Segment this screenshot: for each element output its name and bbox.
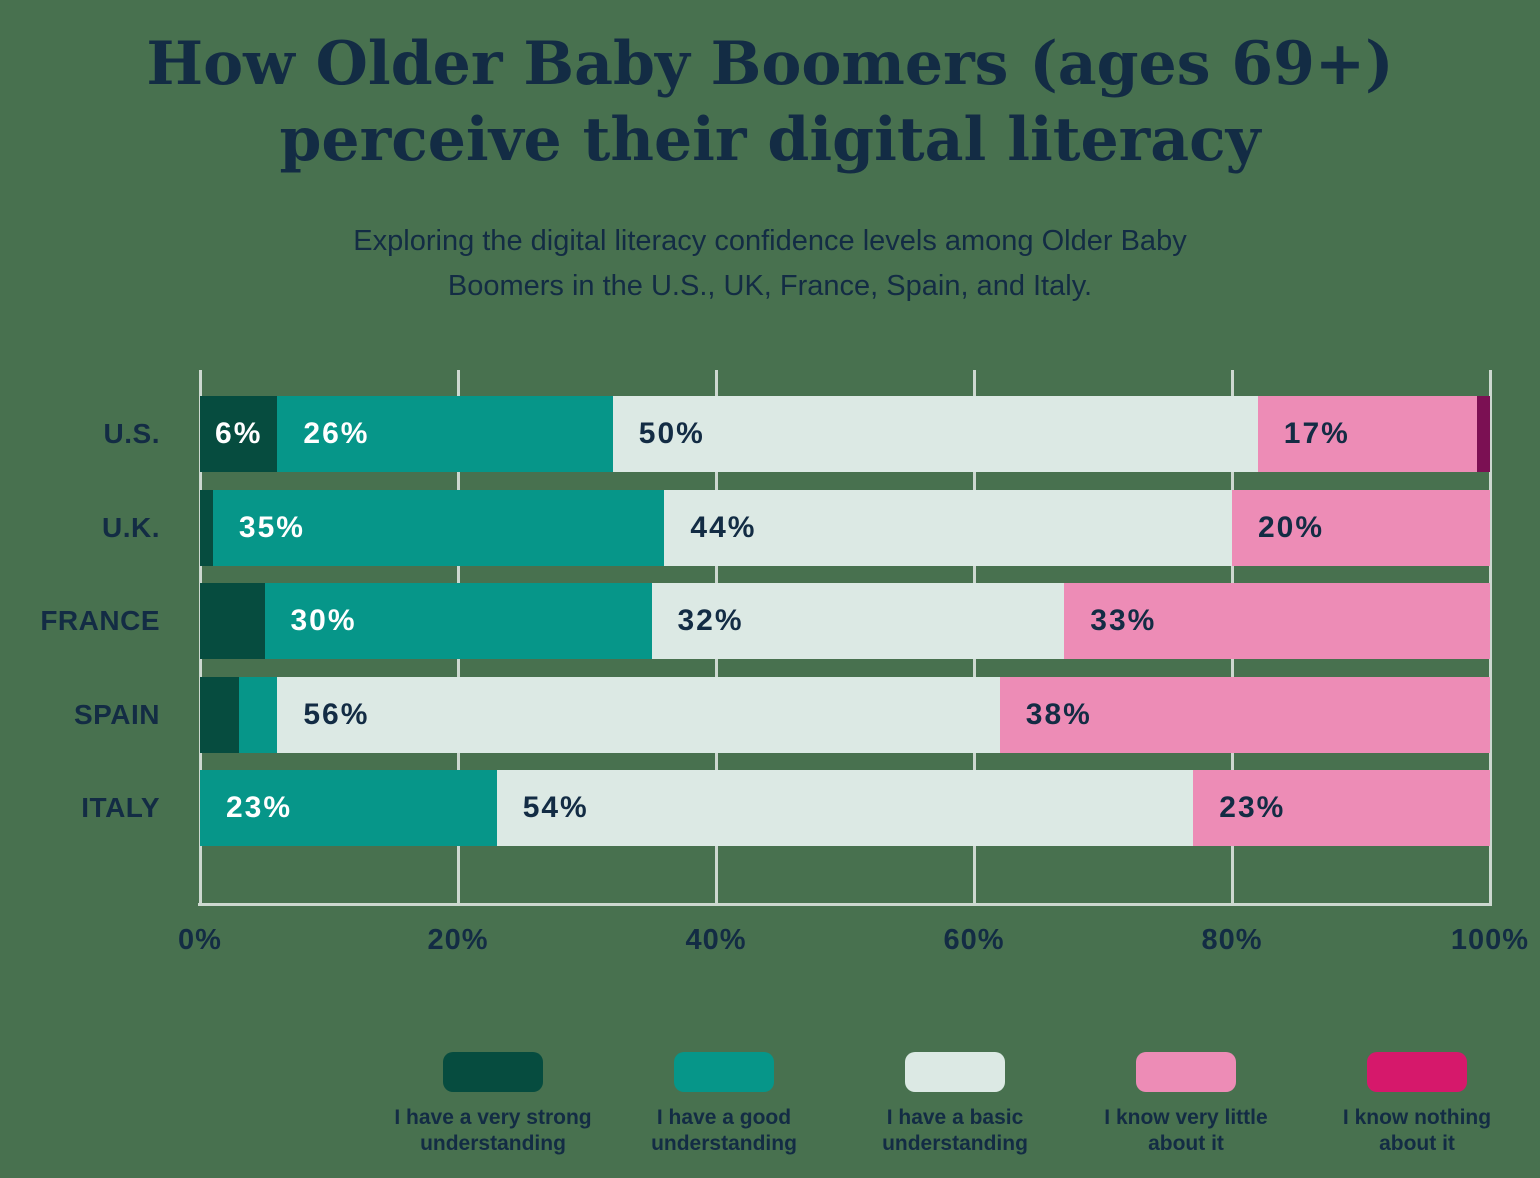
- x-tick-label: 100%: [1450, 924, 1530, 956]
- bar-row-us: U.S. 6% 26% 50% 17%: [104, 396, 1490, 472]
- legend-label-line: I have a basic: [886, 1106, 1024, 1129]
- legend-label: I have a good understanding: [614, 1105, 834, 1157]
- x-axis-line: [198, 903, 1492, 906]
- legend-label-line: I have a good: [656, 1106, 792, 1129]
- segment-value-label: 30%: [290, 604, 357, 637]
- segment-value-label: 20%: [1257, 510, 1325, 544]
- bar-segment: 50%: [612, 396, 1258, 472]
- segment-value-label: 23%: [226, 791, 293, 824]
- category-label: FRANCE: [40, 605, 160, 636]
- chart-title-line2: perceive their digital literacy: [279, 105, 1261, 175]
- segment-value-label: 26%: [303, 417, 370, 450]
- stacked-bar: 56% 38%: [200, 676, 1490, 753]
- legend-label-line: understanding: [882, 1132, 1028, 1155]
- bar-segment: 35%: [212, 489, 665, 566]
- legend-item: I have a basic understanding: [845, 1052, 1065, 1157]
- bar-segment: 17%: [1257, 396, 1478, 472]
- category-label: U.K.: [102, 511, 160, 543]
- segment-value-label: 23%: [1219, 791, 1286, 824]
- bar-segment: [200, 676, 239, 753]
- segment-value-label: 50%: [638, 417, 705, 450]
- legend-label: I have a very strong understanding: [383, 1105, 603, 1157]
- bar-segment: 44%: [664, 489, 1232, 566]
- bar-segment: 32%: [651, 583, 1065, 659]
- segment-value-label: 6%: [215, 417, 263, 450]
- stacked-bar: 30% 32% 33%: [200, 583, 1490, 659]
- x-tick-label: 40%: [685, 924, 747, 956]
- segment-value-label: 35%: [238, 510, 305, 544]
- legend-swatch-icon: [674, 1052, 774, 1092]
- legend-label-line: understanding: [651, 1132, 797, 1155]
- stacked-bar: 35% 44% 20%: [200, 489, 1490, 566]
- legend-item: I have a very strong understanding: [383, 1052, 603, 1157]
- legend-label-line: I know nothing: [1342, 1106, 1492, 1129]
- chart-subtitle-line2: Boomers in the U.S., UK, France, Spain, …: [447, 270, 1093, 302]
- bar-segment: 30%: [264, 583, 652, 659]
- segment-value-label: 17%: [1283, 417, 1350, 450]
- bar-segment: 33%: [1064, 583, 1490, 659]
- legend-label-line: about it: [1379, 1132, 1455, 1155]
- bar-segment: [1477, 396, 1490, 472]
- legend-label-line: about it: [1148, 1132, 1224, 1155]
- bar-segment: [200, 583, 265, 659]
- x-tick-label: 0%: [178, 924, 222, 956]
- category-label: U.S.: [103, 418, 160, 449]
- bar-row-italy: ITALY 23% 54% 23%: [81, 770, 1490, 846]
- stacked-bar: 23% 54% 23%: [200, 770, 1490, 846]
- bar-segment: 54%: [496, 770, 1194, 846]
- segment-value-label: 33%: [1090, 604, 1157, 637]
- segment-value-label: 56%: [303, 697, 370, 731]
- plot-area: U.S. 6% 26% 50% 17% U.K. 35% 44% 20% FRANCE 30% 32%…: [40, 370, 1492, 906]
- category-label: ITALY: [81, 792, 160, 823]
- bar-row-spain: SPAIN 56% 38%: [74, 676, 1490, 753]
- segment-value-label: 32%: [677, 604, 744, 637]
- bar-segment: 6%: [200, 396, 278, 472]
- segment-value-label: 54%: [522, 791, 589, 824]
- category-label: SPAIN: [74, 698, 160, 730]
- bar-row-france: FRANCE 30% 32% 33%: [40, 583, 1490, 659]
- legend-swatch-icon: [905, 1052, 1005, 1092]
- chart-title: How Older Baby Boomers (ages 69+) percei…: [0, 26, 1540, 178]
- chart-subtitle-line1: Exploring the digital literacy confidenc…: [353, 225, 1187, 257]
- stacked-bar: 6% 26% 50% 17%: [200, 396, 1490, 472]
- chart-subtitle: Exploring the digital literacy confidenc…: [0, 219, 1540, 309]
- legend-label: I know nothing about it: [1307, 1105, 1527, 1157]
- legend-item: I know very little about it: [1076, 1052, 1296, 1157]
- bar-segment: 26%: [277, 396, 613, 472]
- legend-label-line: understanding: [420, 1132, 566, 1155]
- legend-item: I know nothing about it: [1307, 1052, 1527, 1157]
- x-tick-label: 60%: [943, 924, 1005, 956]
- legend-label-line: I have a very strong: [394, 1106, 592, 1129]
- legend-label-line: I know very little: [1104, 1106, 1268, 1129]
- bar-segment: 23%: [1193, 770, 1490, 846]
- legend-label: I have a basic understanding: [845, 1105, 1065, 1157]
- bar-segment: 23%: [200, 770, 497, 846]
- bar-segment: 38%: [999, 676, 1490, 753]
- segment-value-label: 44%: [690, 510, 757, 544]
- legend-item: I have a good understanding: [614, 1052, 834, 1157]
- segment-value-label: 38%: [1025, 697, 1092, 731]
- legend-label: I know very little about it: [1076, 1105, 1296, 1157]
- bar-segment: [238, 676, 278, 753]
- bar-segment: [200, 489, 213, 566]
- bar-row-uk: U.K. 35% 44% 20%: [102, 489, 1490, 566]
- x-axis: 0% 20% 40% 60% 80% 100%: [178, 924, 1528, 966]
- legend-swatch-icon: [1136, 1052, 1236, 1092]
- legend: I have a very strong understanding I have …: [0, 1052, 1540, 1178]
- chart-title-line1: How Older Baby Boomers (ages 69+): [146, 29, 1394, 99]
- bar-segment: 56%: [277, 676, 1000, 753]
- x-tick-label: 80%: [1201, 924, 1263, 956]
- legend-swatch-icon: [1367, 1052, 1467, 1092]
- bar-segment: 20%: [1231, 489, 1490, 566]
- legend-swatch-icon: [443, 1052, 543, 1092]
- gridline-100%: [1488, 370, 1492, 905]
- x-tick-label: 20%: [427, 924, 489, 956]
